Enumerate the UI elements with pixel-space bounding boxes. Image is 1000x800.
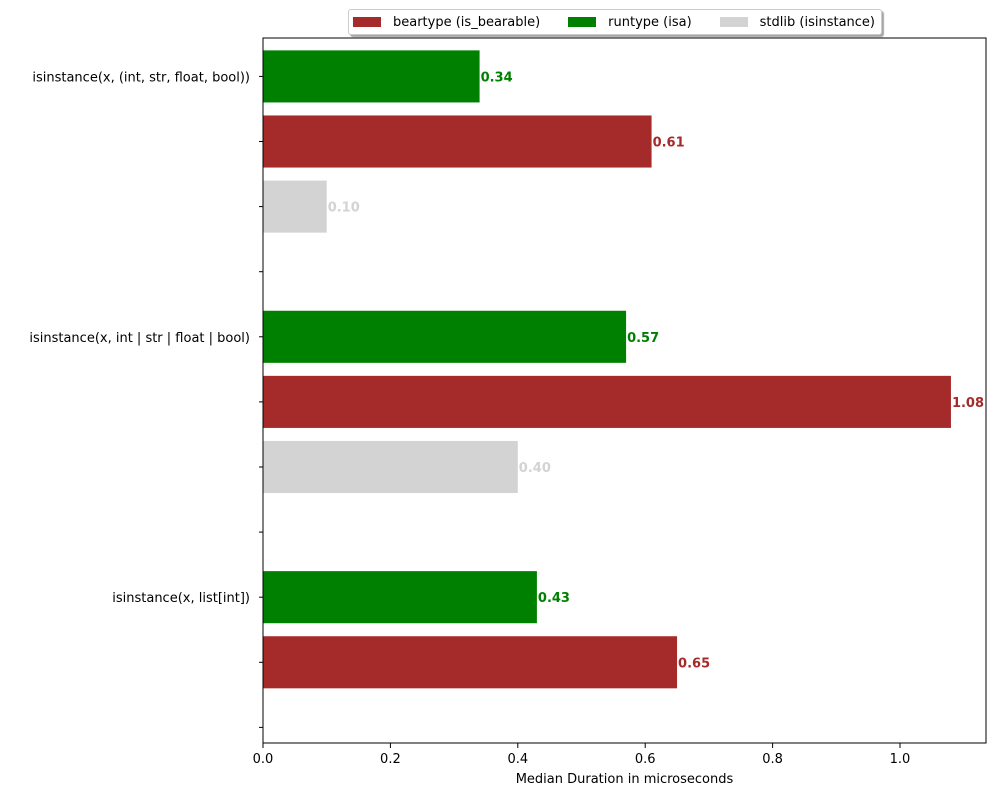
legend-swatch-stdlib [719, 17, 748, 27]
x-tick-label: 0.2 [380, 752, 401, 767]
x-tick-label: 1.0 [890, 752, 911, 767]
bar-stdlib-2 [263, 440, 518, 494]
bar-beartype-3 [263, 636, 678, 689]
chart-legend: beartype (is_bearable) runtype (isa) std… [348, 9, 882, 35]
y-tick-label: isinstance(x, int | str | float | bool) [29, 331, 250, 346]
value-label-runtype-3: 0.43 [538, 591, 570, 606]
x-tick-label: 0.8 [762, 752, 783, 767]
legend-item-stdlib: stdlib (isinstance) [719, 14, 875, 30]
y-tick-label: isinstance(x, (int, str, float, bool)) [32, 70, 250, 85]
bar-runtype-2 [263, 310, 627, 363]
x-tick-label: 0.6 [635, 752, 656, 767]
bar-runtype-3 [263, 571, 537, 624]
value-label-beartype-2: 1.08 [952, 396, 984, 411]
legend-label-runtype: runtype (isa) [608, 14, 692, 30]
legend-swatch-runtype [568, 17, 597, 27]
plot-frame [262, 37, 987, 744]
bar-stdlib-1 [263, 180, 327, 233]
x-tick-label: 0.4 [507, 752, 528, 767]
bar-runtype-1 [263, 50, 480, 103]
bar-beartype-1 [263, 115, 652, 168]
y-tick-label: isinstance(x, list[int]) [112, 591, 250, 606]
value-label-beartype-3: 0.65 [678, 656, 710, 671]
legend-label-beartype: beartype (is_bearable) [393, 14, 541, 30]
value-label-runtype-2: 0.57 [627, 331, 659, 346]
legend-swatch-beartype [353, 17, 381, 27]
legend-item-beartype: beartype (is_bearable) [353, 15, 540, 30]
legend-label-stdlib: stdlib (isinstance) [759, 14, 875, 30]
value-label-stdlib-1: 0.10 [328, 201, 360, 216]
value-label-beartype-1: 0.61 [653, 136, 685, 151]
value-label-runtype-1: 0.34 [481, 70, 513, 85]
bar-beartype-2 [263, 375, 951, 428]
x-tick-label: 0.0 [253, 752, 274, 767]
value-label-stdlib-2: 0.40 [519, 461, 551, 476]
legend-item-runtype: runtype (isa) [568, 15, 692, 30]
x-axis-label: Median Duration in microseconds [516, 772, 734, 787]
